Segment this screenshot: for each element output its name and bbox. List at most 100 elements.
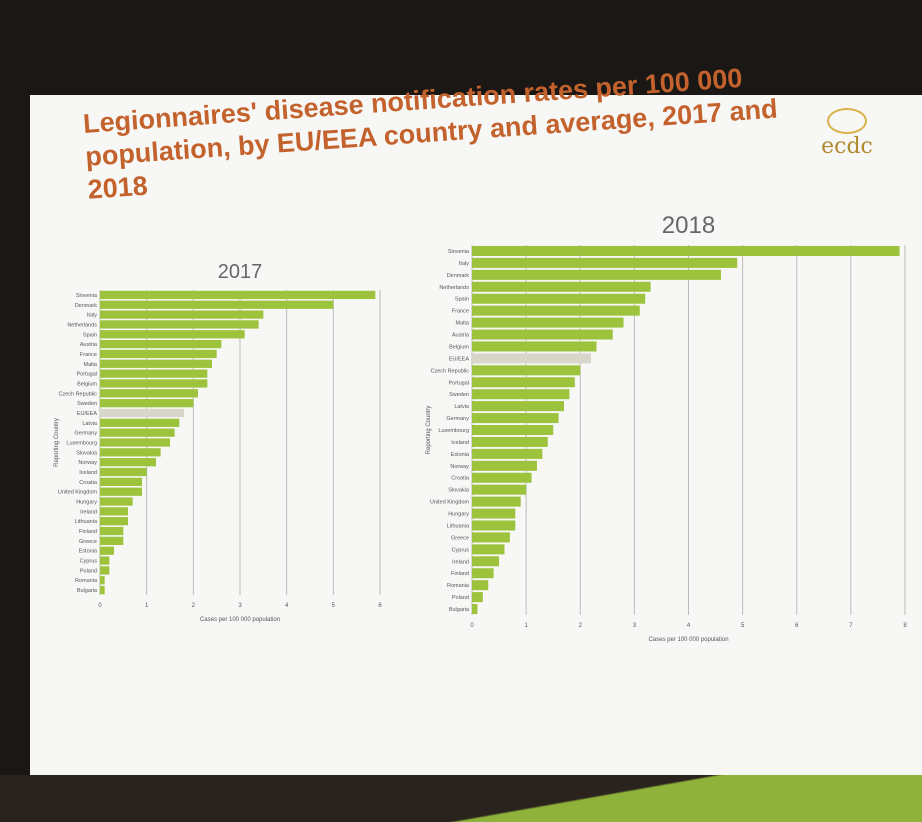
x-tick-label: 6 <box>378 603 382 609</box>
x-axis-label: Cases per 100 000 population <box>648 637 728 643</box>
x-tick-label: 6 <box>795 623 799 629</box>
y-tick-label: Luxembourg <box>66 441 97 447</box>
y-tick-label: United Kingdom <box>58 490 98 496</box>
y-tick-label: Hungary <box>448 512 469 518</box>
bar <box>100 310 264 319</box>
x-axis-label: Cases per 100 000 population <box>200 617 280 623</box>
x-tick-label: 5 <box>332 603 336 609</box>
bar <box>472 592 483 603</box>
x-tick-label: 3 <box>238 603 242 609</box>
y-tick-label: Sweden <box>449 392 469 398</box>
bar <box>100 418 180 427</box>
y-tick-label: Lithuania <box>447 523 470 529</box>
bar <box>472 329 613 340</box>
y-tick-label: Finland <box>451 571 469 577</box>
stage-floor <box>0 775 922 822</box>
bar <box>472 305 640 316</box>
bar <box>472 353 592 364</box>
y-tick-label: Malta <box>456 321 470 327</box>
y-tick-label: Croatia <box>451 476 470 482</box>
bar <box>100 546 114 555</box>
chart-title: 2018 <box>662 212 715 239</box>
y-tick-label: Austria <box>80 342 98 348</box>
y-tick-label: Germany <box>446 416 469 422</box>
bar <box>472 472 532 483</box>
y-tick-label: Slovenia <box>76 293 98 299</box>
bar <box>100 330 245 339</box>
y-tick-label: Iceland <box>451 440 469 446</box>
bar <box>100 467 147 477</box>
y-tick-label: Iceland <box>79 470 97 476</box>
y-tick-label: France <box>452 309 469 315</box>
bar <box>472 532 510 543</box>
y-tick-label: United Kingdom <box>430 500 470 506</box>
bar <box>100 300 334 309</box>
bar <box>100 517 128 526</box>
bar <box>100 487 142 496</box>
bar <box>100 349 217 359</box>
y-tick-label: Spain <box>455 297 469 303</box>
x-tick-label: 1 <box>524 623 528 629</box>
bar <box>100 399 194 408</box>
chart-title: 2017 <box>218 261 263 283</box>
bar <box>472 580 489 591</box>
bar <box>100 566 110 575</box>
x-tick-label: 0 <box>470 623 474 629</box>
bar <box>100 576 105 585</box>
x-tick-label: 2 <box>192 603 196 609</box>
bar <box>100 339 222 349</box>
y-tick-label: Greece <box>451 535 469 541</box>
bar <box>100 320 259 329</box>
y-tick-label: Belgium <box>77 381 97 387</box>
bar <box>100 536 124 546</box>
y-tick-label: Denmark <box>447 273 470 279</box>
x-tick-label: 4 <box>687 623 691 629</box>
y-tick-label: Malta <box>84 362 98 368</box>
bar <box>100 290 376 300</box>
y-tick-label: Romania <box>75 578 98 584</box>
bar <box>100 526 124 536</box>
y-tick-label: Slovenia <box>448 249 470 255</box>
bar <box>472 413 559 424</box>
y-tick-label: Estonia <box>451 452 470 458</box>
y-tick-label: Greece <box>79 539 97 545</box>
bar <box>472 341 597 352</box>
bar <box>100 369 208 378</box>
bar <box>100 438 170 447</box>
y-tick-label: Poland <box>452 595 469 601</box>
bar <box>472 484 527 495</box>
bar <box>100 408 184 418</box>
y-tick-label: Poland <box>80 568 97 574</box>
bar <box>100 585 105 595</box>
y-tick-label: Ireland <box>452 559 469 565</box>
bar <box>100 448 161 457</box>
bar <box>472 293 646 304</box>
bar <box>472 365 581 376</box>
bar <box>100 458 156 467</box>
y-tick-label: Czech Republic <box>430 368 469 374</box>
y-tick-label: Portugal <box>449 380 470 386</box>
y-tick-label: Romania <box>447 583 470 589</box>
y-tick-label: Slovakia <box>448 488 470 494</box>
bar <box>472 269 721 280</box>
y-tick-label: Luxembourg <box>438 428 469 434</box>
y-tick-label: Hungary <box>76 500 97 506</box>
x-tick-label: 8 <box>903 623 907 629</box>
x-tick-label: 0 <box>98 603 102 609</box>
bar <box>472 245 900 256</box>
bar <box>472 401 565 412</box>
x-tick-label: 3 <box>633 623 637 629</box>
y-tick-label: EU/EEA <box>77 411 98 417</box>
y-tick-label: EU/EEA <box>449 356 470 362</box>
y-tick-label: Slovakia <box>76 450 98 456</box>
bar <box>472 389 570 400</box>
y-tick-label: France <box>80 352 97 358</box>
y-tick-label: Ireland <box>80 509 97 515</box>
x-tick-label: 5 <box>741 623 745 629</box>
bar <box>100 556 110 565</box>
bar <box>472 508 516 519</box>
logo: ecdc <box>812 108 882 159</box>
y-tick-label: Denmark <box>75 303 98 309</box>
bar <box>100 477 142 486</box>
